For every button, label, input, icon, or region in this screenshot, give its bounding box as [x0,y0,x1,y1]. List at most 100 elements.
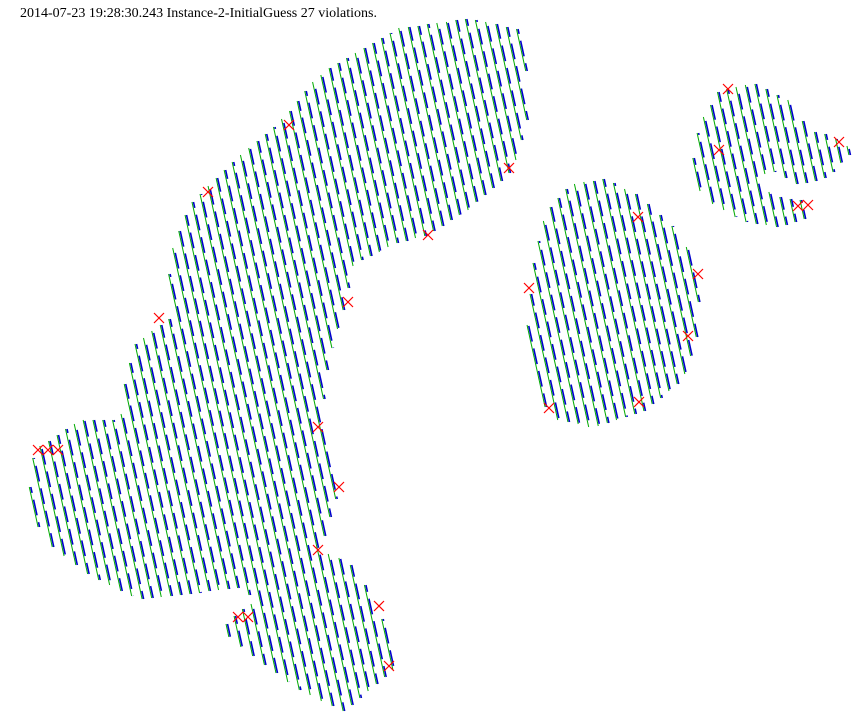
path-stripe-primary [169,318,231,590]
path-stripe-secondary [779,196,787,226]
path-stripe-secondary [671,225,697,338]
path-stripe-secondary [835,138,842,164]
path-stripe-primary [66,428,102,581]
path-stripe-secondary [426,23,469,211]
path-stripe-primary [538,240,581,425]
path-stripe-primary [152,330,212,592]
path-stripe-primary [29,486,41,528]
path-stripe-secondary [495,23,522,141]
violation-marker [342,296,354,308]
path-stripe-primary [766,88,788,179]
status-line: 2014-07-23 19:28:30.243 Instance-2-Initi… [20,6,377,21]
path-stripe-primary [476,19,512,174]
path-stripe-primary [179,230,279,674]
path-stripe-secondary [354,52,398,244]
path-stripe-secondary [349,564,377,685]
path-stripe-primary [103,419,145,600]
path-stripe-secondary [168,318,229,590]
path-stripe-primary [382,618,396,671]
violation-marker [722,83,734,95]
path-stripe-primary [550,206,601,427]
path-stripe-primary [130,362,183,596]
path-stripe-secondary [372,42,416,239]
path-stripe-primary [418,25,462,216]
path-stripe-secondary [776,94,798,185]
path-stripe-secondary [646,203,686,375]
path-stripe-secondary [73,423,111,586]
path-stripe-primary [746,84,768,175]
path-stripe-primary [456,19,495,189]
path-stripe-secondary [710,104,736,218]
path-stripe-primary [788,99,809,184]
path-stripe-primary [241,154,327,537]
path-stripe-primary [777,94,799,185]
violation-marker [632,211,644,223]
path-stripe-primary [390,32,436,232]
path-stripe-primary [350,564,379,685]
path-stripe-secondary [801,120,816,182]
path-stripe-secondary [716,91,747,223]
path-stripe-secondary [702,116,725,211]
path-stripe-secondary [602,178,653,405]
path-stripe-primary [192,201,302,691]
path-stripe-primary [399,27,445,227]
path-stripe-primary [232,161,354,706]
region-main [28,18,530,712]
path-stripe-primary [347,57,391,248]
path-stripe-primary [780,196,789,226]
violation-marker [792,200,804,212]
path-stripe-primary [566,188,619,421]
path-stripe-primary [33,457,55,548]
path-stripe-secondary [320,74,363,261]
violation-marker [373,600,385,612]
path-stripe-secondary [215,177,333,707]
path-stripe-primary [121,413,164,598]
path-stripe-secondary [191,201,300,691]
path-stripe-primary [530,293,561,421]
path-stripe-primary [697,132,716,205]
path-stripe-primary [83,419,124,592]
path-stripe-secondary [537,240,579,425]
path-stripe-secondary [199,193,311,696]
path-stripe-primary [558,197,610,424]
path-stripe-secondary [312,81,354,267]
violation-marker [153,312,165,324]
path-stripe-primary [704,116,727,211]
path-stripe-primary [625,188,672,392]
path-stripe-secondary [813,131,826,179]
path-stripe-secondary [123,383,172,597]
path-stripe-primary [496,23,524,141]
path-stripe-primary [329,67,373,257]
path-stripe-secondary [407,26,452,221]
path-stripe-primary [274,126,330,371]
path-stripe-secondary [328,67,371,257]
path-stripe-primary [208,185,324,702]
path-stripe-primary [447,21,487,196]
path-stripe-secondary [526,324,546,408]
violation-marker [312,421,324,433]
path-stripe-secondary [474,19,510,174]
path-stripe-primary [790,198,798,223]
violation-marker [523,282,535,294]
path-stripe-primary [113,419,154,599]
path-stripe-primary [160,324,221,591]
path-stripe-primary [408,26,454,221]
path-stripe-primary [802,120,818,182]
path-stripe-primary [825,133,836,173]
path-stripe-secondary [612,182,662,399]
path-stripe-primary [305,90,351,289]
path-stripe-secondary [304,90,349,289]
path-stripe-secondary [168,273,239,589]
violation-marker [422,229,434,241]
path-stripe-secondary [128,362,181,596]
path-stripe-primary [93,419,134,597]
path-stripe-primary [584,181,638,415]
path-stripe-secondary [398,27,443,227]
path-stripe-secondary [505,26,528,121]
path-stripe-secondary [696,132,714,205]
path-stripe-primary [836,138,844,164]
violation-marker [312,544,324,556]
path-stripe-primary [544,220,591,428]
path-stripe-primary [847,145,852,156]
